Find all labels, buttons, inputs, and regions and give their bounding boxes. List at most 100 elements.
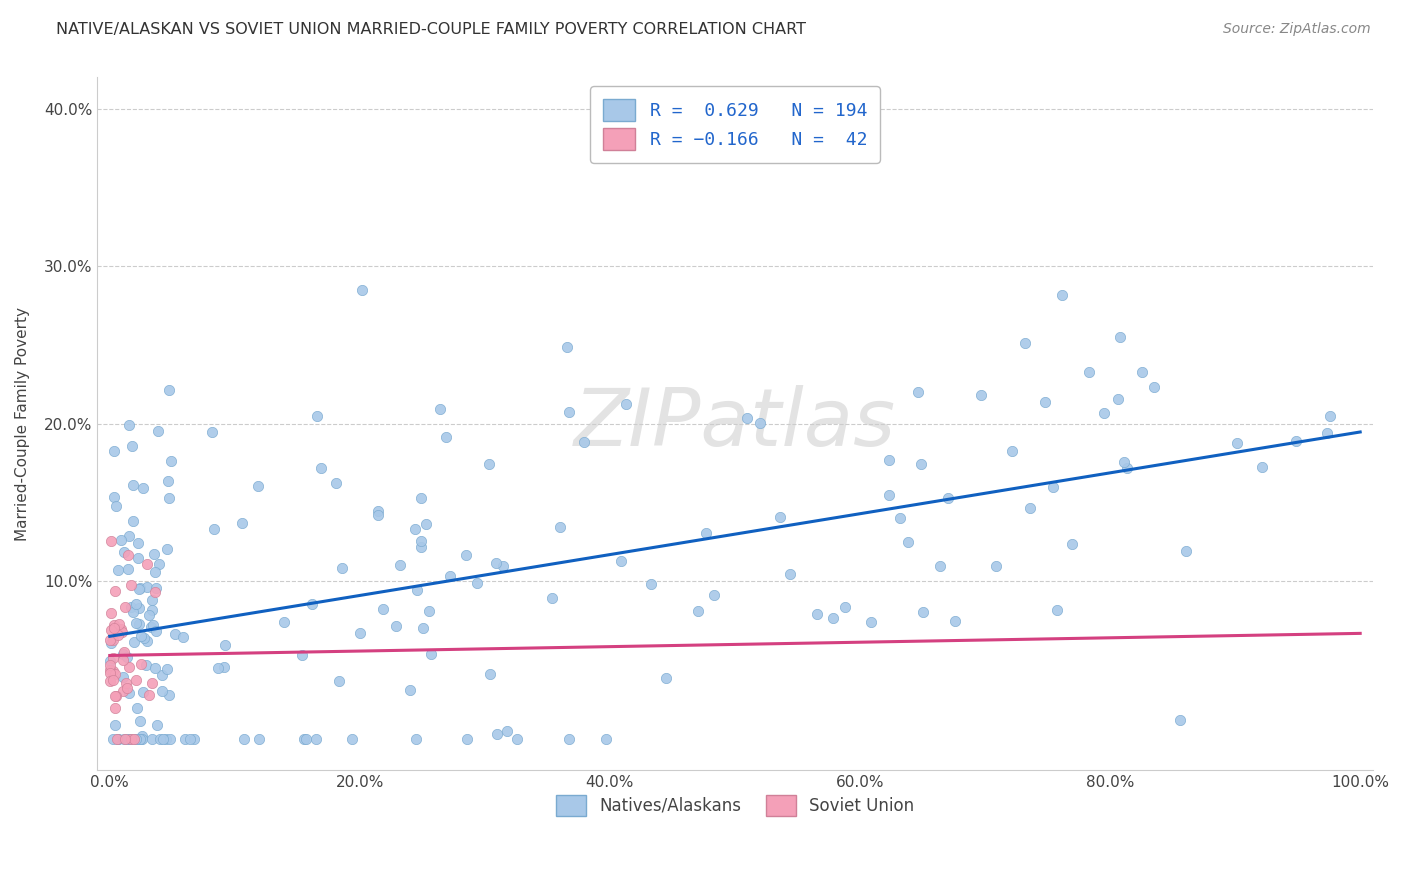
Point [122, 514, 145, 528]
Point [295, 731, 318, 746]
Point [877, 488, 900, 502]
Point [1033, 395, 1056, 409]
Point [122, 605, 145, 619]
Point [98, 666, 121, 681]
Point [142, 618, 165, 632]
Point [907, 384, 929, 399]
Point [112, 731, 135, 746]
Point [145, 624, 167, 638]
Point [405, 731, 427, 746]
Point [121, 731, 143, 746]
Point [174, 731, 197, 746]
Point [159, 731, 181, 746]
Point [107, 628, 129, 642]
Point [141, 676, 163, 690]
Point [1092, 406, 1115, 420]
Point [496, 724, 519, 739]
Point [411, 491, 433, 505]
Point [434, 430, 457, 444]
Point [114, 545, 136, 559]
Point [101, 633, 124, 648]
Legend: Natives/Alaskans, Soviet Union: Natives/Alaskans, Soviet Union [547, 787, 922, 824]
Point [429, 401, 451, 416]
Point [1112, 454, 1135, 468]
Point [105, 731, 128, 746]
Point [143, 585, 166, 599]
Point [120, 578, 142, 592]
Point [292, 731, 315, 746]
Point [107, 563, 129, 577]
Point [986, 558, 1008, 573]
Point [910, 457, 932, 471]
Point [404, 522, 426, 536]
Point [548, 520, 571, 534]
Point [121, 439, 143, 453]
Point [859, 615, 882, 629]
Point [478, 458, 501, 472]
Point [131, 684, 153, 698]
Text: ZIPatlas: ZIPatlas [574, 384, 896, 463]
Point [129, 629, 152, 643]
Point [122, 634, 145, 648]
Point [98, 657, 121, 672]
Point [1170, 714, 1192, 728]
Point [103, 618, 125, 632]
Point [103, 673, 125, 687]
Point [129, 714, 152, 728]
Point [104, 667, 127, 681]
Point [129, 657, 152, 671]
Point [420, 647, 443, 661]
Point [558, 405, 581, 419]
Point [214, 638, 236, 652]
Point [1014, 335, 1036, 350]
Point [1250, 460, 1272, 475]
Point [172, 631, 194, 645]
Point [572, 435, 595, 450]
Point [1107, 392, 1129, 406]
Point [149, 731, 172, 746]
Y-axis label: Married-Couple Family Poverty: Married-Couple Family Poverty [15, 307, 30, 541]
Point [110, 623, 132, 637]
Point [121, 477, 143, 491]
Point [117, 548, 139, 562]
Point [111, 647, 134, 661]
Point [541, 591, 564, 605]
Point [127, 551, 149, 566]
Point [117, 528, 139, 542]
Point [103, 490, 125, 504]
Point [131, 731, 153, 746]
Point [155, 731, 177, 746]
Point [307, 409, 329, 424]
Point [120, 599, 142, 614]
Point [558, 731, 581, 746]
Point [145, 718, 167, 732]
Point [943, 615, 966, 629]
Point [231, 516, 253, 530]
Point [117, 660, 139, 674]
Point [115, 681, 138, 695]
Point [117, 562, 139, 576]
Point [98, 633, 121, 648]
Point [1319, 409, 1341, 424]
Point [138, 607, 160, 622]
Point [1019, 500, 1042, 515]
Point [897, 535, 920, 549]
Point [128, 731, 150, 746]
Point [141, 731, 163, 746]
Point [127, 536, 149, 550]
Point [1042, 480, 1064, 494]
Point [439, 569, 461, 583]
Point [485, 727, 508, 741]
Point [367, 503, 389, 517]
Point [411, 534, 433, 549]
Point [1143, 380, 1166, 394]
Point [465, 576, 488, 591]
Point [131, 729, 153, 743]
Point [160, 453, 183, 467]
Point [156, 475, 179, 489]
Point [128, 600, 150, 615]
Point [143, 547, 166, 561]
Point [201, 425, 224, 440]
Point [155, 541, 177, 556]
Point [110, 533, 132, 547]
